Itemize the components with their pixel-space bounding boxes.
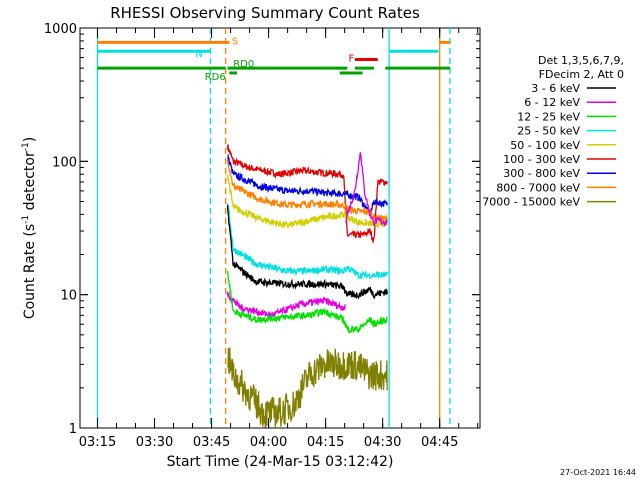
x-tick-label-0: 03:15 [79, 435, 116, 450]
y-tick-label-0: 1 [69, 422, 77, 437]
series-line-0 [226, 144, 388, 243]
y-label-sup-1: -1 [21, 215, 31, 224]
state-bars-layer: S N F RD0 RD6 [97, 36, 450, 83]
state-label-2: F [348, 54, 354, 65]
y-tick-label-3: 1000 [44, 22, 77, 37]
x-tick-label-2: 03:45 [193, 435, 230, 450]
x-axis-ticks: 03:15 03:30 03:45 04:00 04:15 04:30 04:45 [79, 28, 479, 450]
y-axis-label: Count Rate (s-1 detector-1) [21, 137, 38, 319]
series-line-3 [226, 174, 388, 230]
x-tick-label-5: 04:30 [364, 435, 401, 450]
y-axis-ticks: 1 10 100 1000 [44, 22, 480, 437]
x-axis-label: Start Time (24-Mar-15 03:12:42) [167, 454, 394, 470]
legend-entry-label-6: 300 - 800 keV [503, 167, 580, 180]
legend-entry-label-3: 25 - 50 keV [517, 125, 580, 138]
x-tick-label-4: 04:15 [307, 435, 344, 450]
legend-entry-label-8: 7000 - 15000 keV [482, 196, 580, 209]
state-label-0: S [232, 36, 238, 47]
legend-header-2: FDecim 2, Att 0 [539, 68, 624, 81]
y-tick-label-2: 100 [52, 155, 77, 170]
series-line-5 [226, 203, 388, 280]
series-line-7 [226, 291, 346, 320]
series-line-1 [227, 154, 388, 217]
x-tick-label-1: 03:30 [136, 435, 173, 450]
legend: Det 1,3,5,6,7,9, FDecim 2, Att 0 3 - 6 k… [482, 54, 624, 209]
state-label-4: RD6 [205, 72, 226, 83]
chart-title: RHESSI Observing Summary Count Rates [110, 4, 420, 22]
legend-header-1: Det 1,3,5,6,7,9, [538, 54, 624, 67]
state-label-1: N [195, 49, 202, 60]
series-line-8 [226, 270, 388, 334]
series-line-4 [345, 152, 388, 228]
legend-entry-label-1: 6 - 12 keV [524, 96, 580, 109]
legend-entry-label-7: 800 - 7000 keV [496, 181, 580, 194]
y-label-part-2: detector [22, 151, 38, 215]
legend-entry-label-2: 12 - 25 keV [517, 110, 580, 123]
series-line-6 [226, 204, 388, 300]
x-tick-label-6: 04:45 [421, 435, 458, 450]
plot-frame [79, 27, 481, 429]
legend-entry-label-0: 3 - 6 keV [531, 82, 580, 95]
series-line-2 [226, 158, 388, 223]
state-vertical-lines [96, 28, 451, 428]
y-tick-label-1: 10 [60, 289, 77, 304]
legend-entry-label-4: 50 - 100 keV [510, 139, 580, 152]
series-layer [226, 144, 388, 429]
state-label-3: RD0 [233, 59, 254, 70]
y-label-part-1: Count Rate (s [22, 224, 38, 319]
footer-date: 27-Oct-2021 16:44 [560, 468, 636, 477]
x-tick-label-3: 04:00 [250, 435, 287, 450]
legend-entry-label-5: 100 - 300 keV [503, 153, 580, 166]
y-label-part-3: ) [22, 137, 38, 142]
y-label-sup-2: -1 [21, 142, 31, 151]
series-line-9 [226, 347, 388, 429]
